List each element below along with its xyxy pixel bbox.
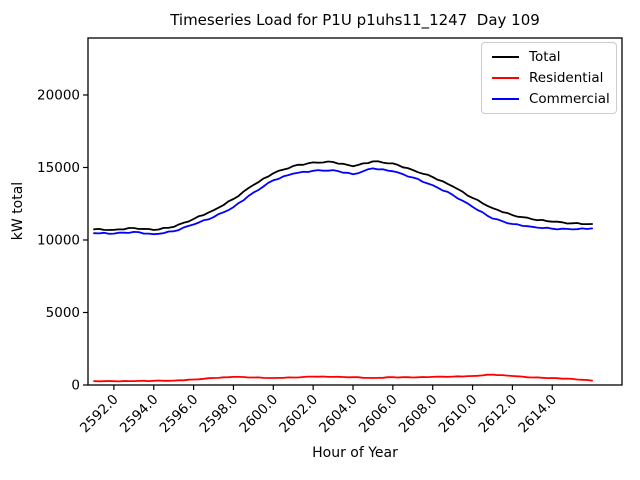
- legend: Total Residential Commercial: [481, 42, 617, 114]
- x-tick-label: 2594.0: [117, 392, 162, 437]
- x-tick-label: 2614.0: [515, 392, 560, 437]
- total-line-swatch: [492, 56, 519, 58]
- x-tick-label: 2604.0: [316, 392, 361, 437]
- x-tick-label: 2598.0: [197, 392, 242, 437]
- residential-line-swatch: [492, 77, 519, 79]
- y-axis-label: kW total: [10, 181, 26, 241]
- y-tick-label: 5000: [46, 305, 80, 321]
- y-tick-label: 15000: [37, 160, 80, 176]
- x-axis-label: Hour of Year: [312, 445, 398, 461]
- legend-label-commercial: Commercial: [529, 91, 610, 107]
- x-tick-label: 2596.0: [157, 392, 202, 437]
- legend-item-residential: Residential: [492, 70, 606, 86]
- y-tick-label: 20000: [37, 87, 80, 103]
- legend-item-total: Total: [492, 49, 606, 65]
- series-line-residential: [93, 373, 593, 383]
- x-tick-label: 2602.0: [276, 392, 321, 437]
- legend-item-commercial: Commercial: [492, 91, 610, 107]
- x-tick-label: 2592.0: [77, 392, 122, 437]
- commercial-line-swatch: [492, 98, 519, 100]
- series-line-total: [93, 160, 593, 231]
- y-tick-label: 10000: [37, 232, 80, 248]
- x-tick-label: 2606.0: [356, 392, 401, 437]
- x-tick-label: 2608.0: [396, 392, 441, 437]
- x-tick-label: 2600.0: [236, 392, 281, 437]
- legend-label-residential: Residential: [529, 70, 604, 86]
- chart-title: Timeseries Load for P1U p1uhs11_1247 Day…: [170, 11, 540, 29]
- x-tick-label: 2612.0: [476, 392, 521, 437]
- legend-label-total: Total: [529, 49, 561, 65]
- axes-frame: [87, 37, 623, 386]
- series-line-commercial: [93, 167, 593, 236]
- x-tick-label: 2610.0: [436, 392, 481, 437]
- y-tick-label: 0: [71, 378, 80, 394]
